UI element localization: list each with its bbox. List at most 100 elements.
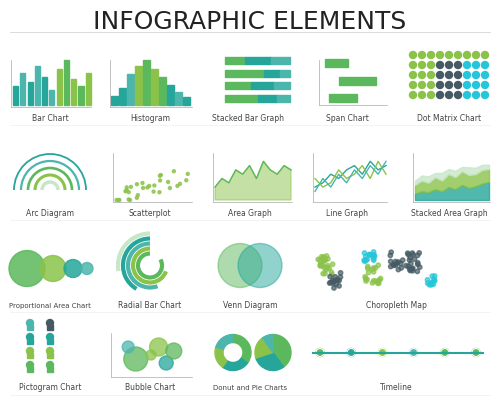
- Circle shape: [410, 72, 416, 79]
- Bar: [135, 66, 142, 105]
- Circle shape: [150, 338, 168, 356]
- Circle shape: [482, 61, 488, 68]
- Circle shape: [436, 61, 444, 68]
- Circle shape: [408, 267, 412, 271]
- Circle shape: [186, 172, 189, 176]
- Circle shape: [40, 255, 66, 281]
- Bar: [27, 339, 33, 344]
- Circle shape: [136, 194, 140, 197]
- Circle shape: [46, 333, 54, 340]
- Circle shape: [418, 82, 426, 89]
- Bar: [175, 91, 182, 105]
- Circle shape: [372, 250, 376, 254]
- Circle shape: [117, 199, 120, 201]
- Circle shape: [127, 198, 130, 201]
- Circle shape: [323, 272, 327, 276]
- Circle shape: [472, 91, 480, 98]
- Circle shape: [464, 61, 470, 68]
- Circle shape: [321, 272, 326, 276]
- Circle shape: [128, 199, 132, 201]
- Circle shape: [374, 279, 378, 283]
- Circle shape: [410, 61, 416, 68]
- Circle shape: [426, 278, 430, 282]
- Circle shape: [482, 91, 488, 98]
- Circle shape: [159, 356, 173, 370]
- Circle shape: [410, 91, 416, 98]
- Circle shape: [218, 243, 262, 288]
- Circle shape: [431, 282, 436, 286]
- Circle shape: [364, 276, 368, 281]
- Circle shape: [146, 350, 156, 360]
- Circle shape: [400, 258, 405, 262]
- Circle shape: [432, 278, 437, 283]
- Circle shape: [372, 266, 376, 270]
- Circle shape: [130, 185, 132, 188]
- Circle shape: [367, 253, 372, 257]
- Bar: [330, 94, 357, 102]
- Circle shape: [46, 361, 54, 368]
- Circle shape: [432, 279, 436, 283]
- Circle shape: [416, 262, 420, 267]
- Wedge shape: [255, 338, 273, 358]
- Text: Area Graph: Area Graph: [228, 208, 272, 218]
- Circle shape: [326, 257, 330, 261]
- Circle shape: [320, 255, 324, 259]
- Bar: [324, 59, 348, 67]
- Circle shape: [430, 281, 434, 285]
- Circle shape: [136, 196, 138, 199]
- Circle shape: [472, 72, 480, 79]
- Circle shape: [406, 264, 410, 269]
- Text: Radial Bar Chart: Radial Bar Chart: [118, 302, 182, 311]
- Circle shape: [430, 274, 434, 279]
- Circle shape: [418, 91, 426, 98]
- Circle shape: [136, 183, 138, 186]
- Circle shape: [81, 262, 93, 274]
- Circle shape: [429, 283, 434, 287]
- Circle shape: [372, 258, 376, 262]
- Circle shape: [365, 277, 370, 281]
- Circle shape: [370, 267, 374, 272]
- Circle shape: [122, 341, 134, 353]
- Circle shape: [322, 266, 326, 270]
- Circle shape: [441, 349, 449, 356]
- Circle shape: [388, 253, 392, 258]
- Bar: [64, 60, 69, 105]
- Circle shape: [408, 261, 413, 266]
- Bar: [86, 73, 91, 105]
- Text: Arc Diagram: Arc Diagram: [26, 208, 74, 218]
- Bar: [183, 97, 190, 105]
- Circle shape: [454, 61, 462, 68]
- Circle shape: [9, 250, 45, 286]
- Circle shape: [428, 82, 434, 89]
- Circle shape: [482, 72, 488, 79]
- Bar: [277, 95, 290, 102]
- Circle shape: [158, 191, 161, 194]
- Circle shape: [396, 267, 400, 272]
- Circle shape: [142, 187, 144, 190]
- Circle shape: [436, 72, 444, 79]
- Circle shape: [322, 258, 326, 263]
- Bar: [13, 86, 18, 105]
- Circle shape: [124, 347, 148, 371]
- Bar: [47, 367, 53, 372]
- Circle shape: [378, 349, 386, 356]
- Circle shape: [410, 267, 414, 271]
- Circle shape: [408, 268, 412, 273]
- Wedge shape: [216, 335, 233, 349]
- Circle shape: [333, 275, 338, 279]
- Circle shape: [372, 256, 376, 261]
- Bar: [264, 70, 280, 77]
- Circle shape: [328, 274, 332, 279]
- Bar: [27, 367, 33, 372]
- Circle shape: [158, 179, 162, 182]
- Circle shape: [374, 266, 378, 270]
- Circle shape: [482, 52, 488, 59]
- Text: Bar Chart: Bar Chart: [32, 113, 68, 122]
- Circle shape: [336, 278, 340, 283]
- Circle shape: [334, 277, 339, 282]
- Circle shape: [238, 243, 282, 288]
- Circle shape: [330, 270, 334, 274]
- Circle shape: [318, 262, 323, 266]
- Circle shape: [362, 259, 367, 264]
- Circle shape: [318, 258, 322, 262]
